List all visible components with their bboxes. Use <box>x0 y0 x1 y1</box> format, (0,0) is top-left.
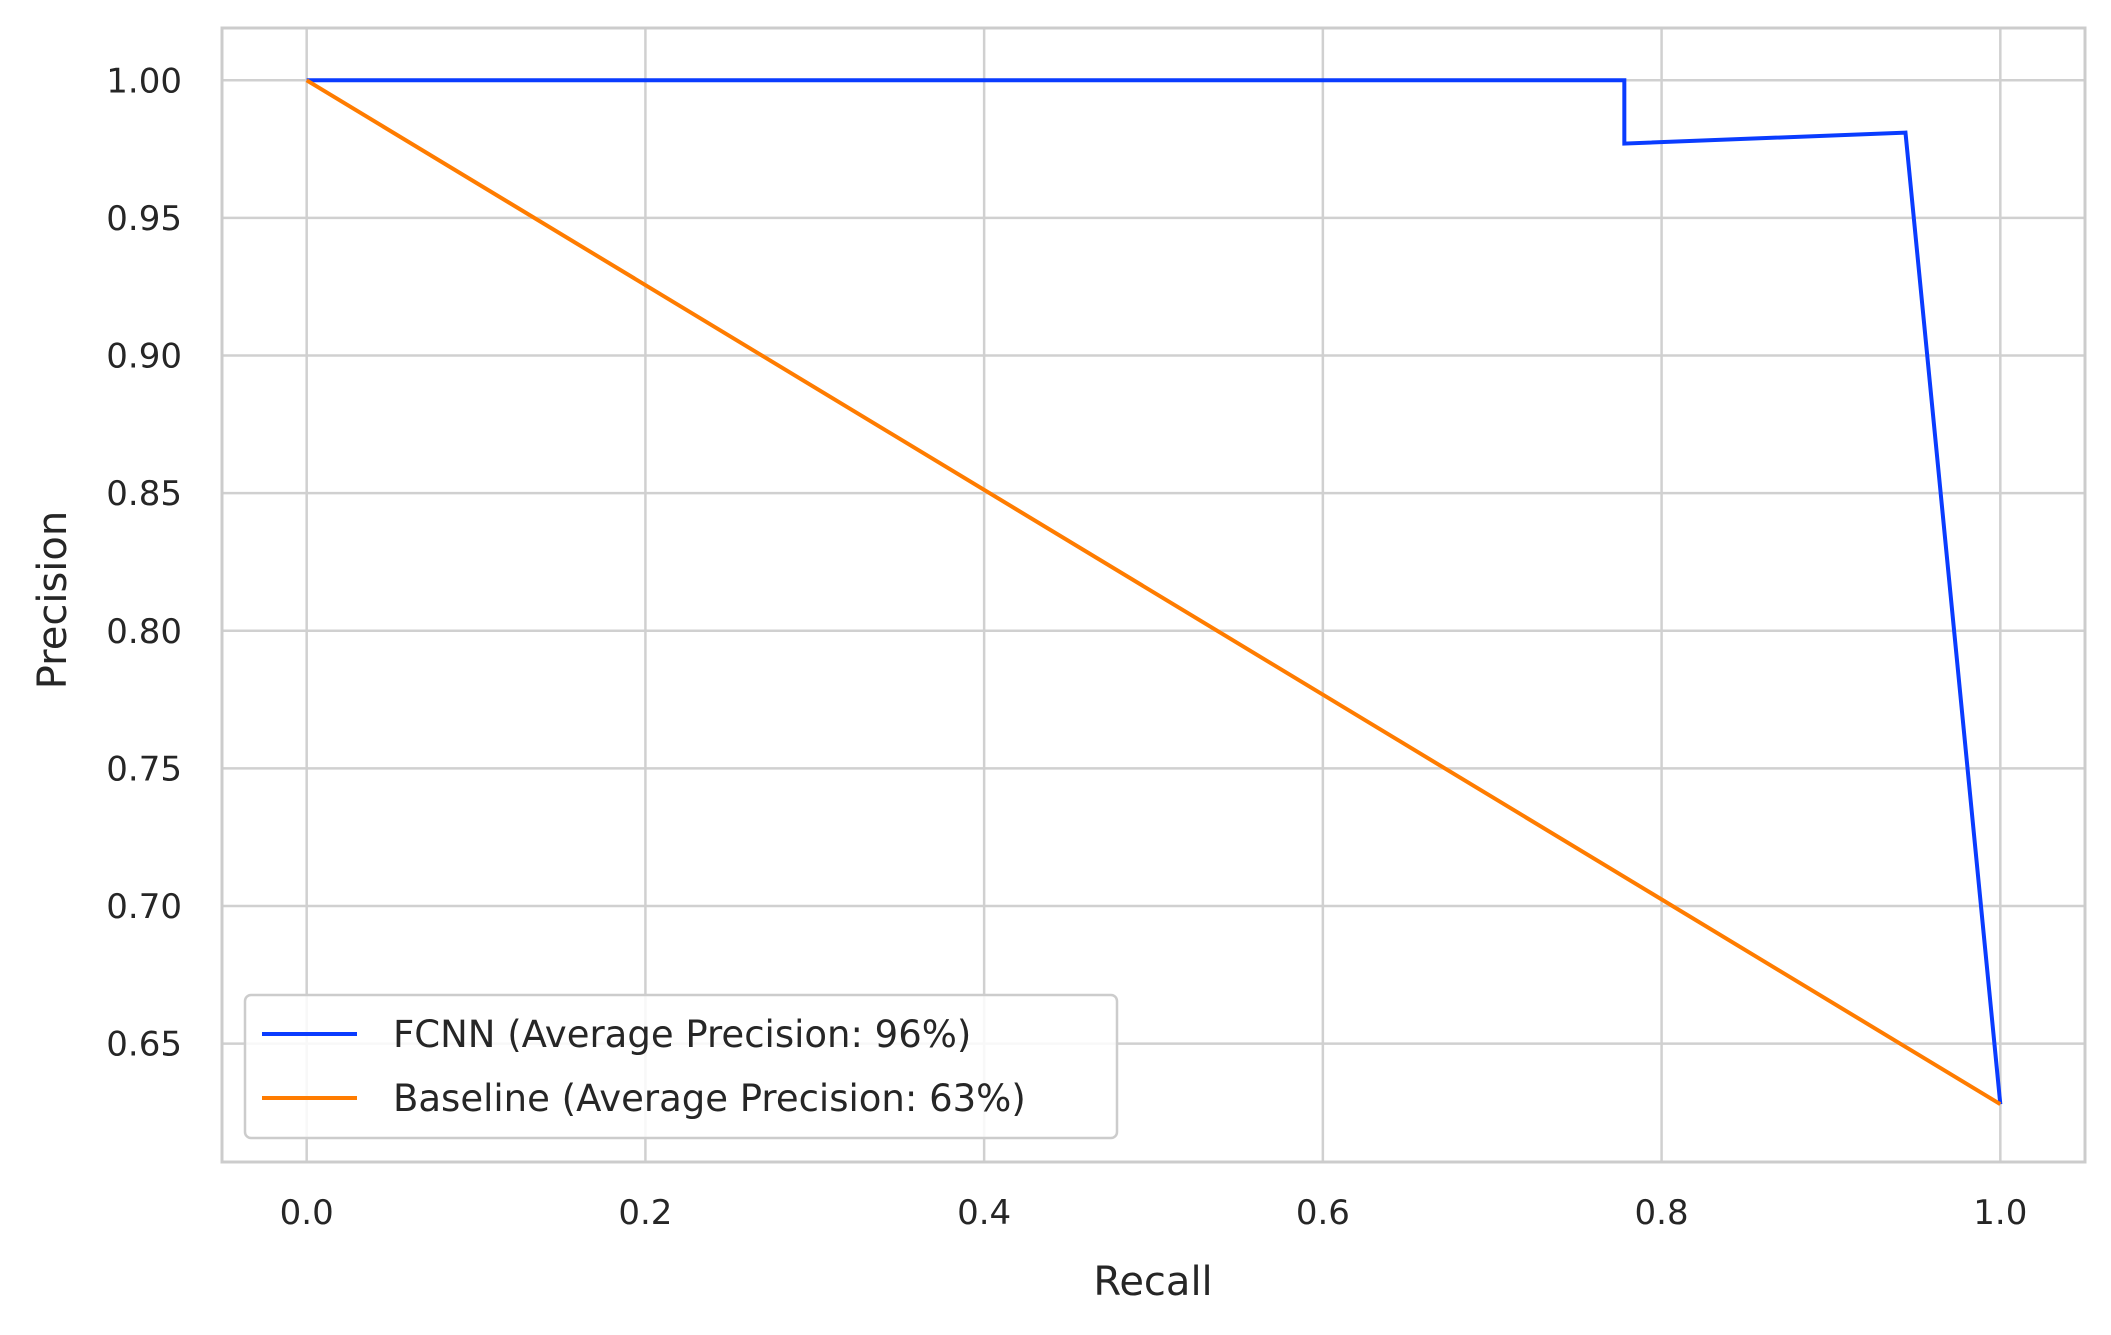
series-lines <box>305 78 2003 1106</box>
y-tick-label: 0.90 <box>106 337 182 377</box>
legend: FCNN (Average Precision: 96%) Baseline (… <box>243 993 1119 1140</box>
x-tick-label: 0.0 <box>280 1193 334 1233</box>
fcnn-line <box>306 78 2003 1105</box>
x-axis-ticks: 0.0 0.2 0.4 0.6 0.8 1.0 <box>280 1193 2028 1233</box>
legend-frame <box>243 993 1119 1140</box>
y-tick-label: 1.00 <box>106 61 182 101</box>
y-axis-ticks: 0.65 0.70 0.75 0.80 0.85 0.90 0.95 1.00 <box>106 61 182 1064</box>
y-tick-label: 0.80 <box>106 612 182 652</box>
y-tick-label: 0.85 <box>106 474 182 514</box>
y-tick-label: 0.75 <box>106 749 182 789</box>
x-tick-label: 0.8 <box>1635 1193 1689 1233</box>
y-axis-label: Precision <box>30 511 76 689</box>
x-tick-label: 0.2 <box>618 1193 672 1233</box>
x-tick-label: 1.0 <box>1973 1193 2027 1233</box>
y-tick-label: 0.70 <box>106 887 182 927</box>
plot-frame <box>220 26 2087 1164</box>
y-tick-label: 0.95 <box>106 199 182 239</box>
y-tick-label: 0.65 <box>106 1025 182 1065</box>
x-tick-label: 0.4 <box>957 1193 1011 1233</box>
legend-label-fcnn: FCNN (Average Precision: 96%) <box>393 1013 971 1056</box>
x-tick-label: 0.6 <box>1296 1193 1350 1233</box>
baseline-line <box>305 78 2002 1106</box>
legend-label-baseline: Baseline (Average Precision: 63%) <box>393 1077 1026 1120</box>
x-axis-label: Recall <box>1093 1259 1212 1305</box>
